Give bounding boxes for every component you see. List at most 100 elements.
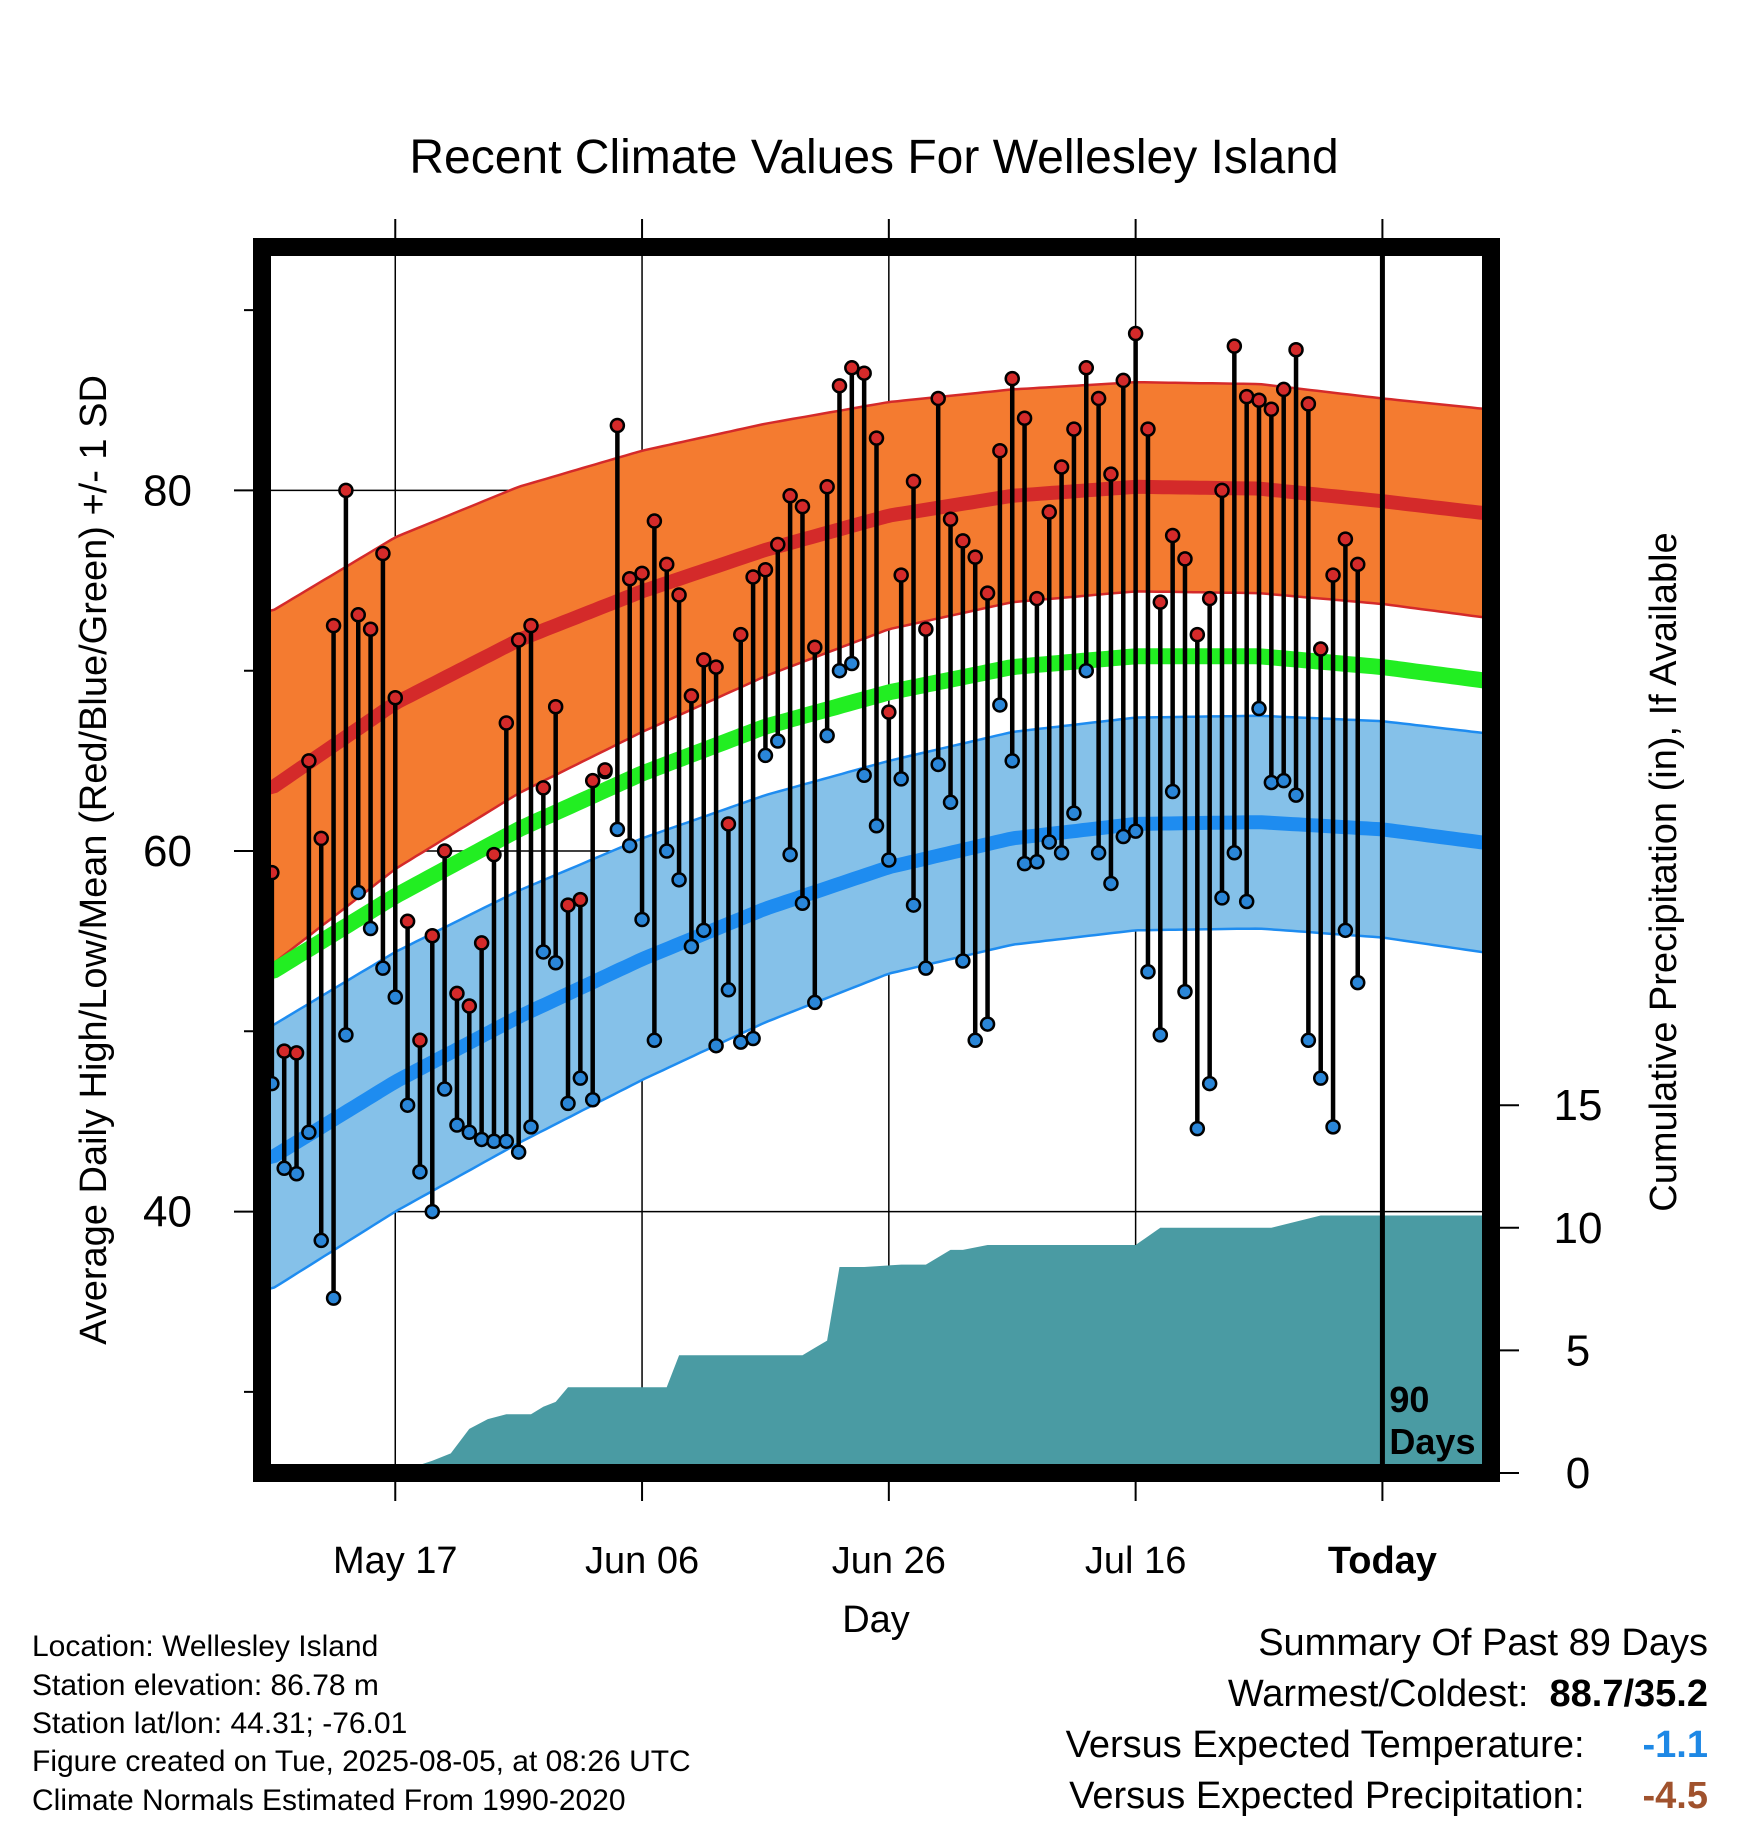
daily-low-point bbox=[658, 843, 675, 859]
daily-range-sticks-layer bbox=[269, 333, 1360, 1299]
daily-low-point bbox=[1152, 1027, 1169, 1043]
daily-high-point bbox=[634, 565, 650, 582]
daily-high-point bbox=[967, 549, 983, 565]
daily-high-point bbox=[683, 688, 700, 704]
daily-low-point bbox=[547, 955, 564, 971]
daily-low-point bbox=[1053, 845, 1070, 861]
daily-low-point bbox=[646, 1032, 663, 1049]
y-tick-label: 60 bbox=[143, 827, 192, 876]
daily-high-point bbox=[510, 632, 527, 648]
daily-low-point bbox=[338, 1027, 354, 1043]
y2-axis-label: Cumulative Precipitation (in), If Availa… bbox=[1643, 532, 1685, 1211]
daily-low-point bbox=[1214, 890, 1230, 906]
daily-low-point bbox=[288, 1165, 305, 1182]
y2-tick-label: 0 bbox=[1566, 1449, 1590, 1498]
daily-high-point bbox=[1214, 482, 1230, 499]
daily-high-point bbox=[646, 513, 663, 529]
daily-low-point bbox=[523, 1119, 539, 1135]
daily-low-point bbox=[1029, 854, 1045, 870]
daily-low-point bbox=[412, 1164, 428, 1180]
daily-high-point bbox=[1238, 388, 1255, 405]
daily-low-point bbox=[1127, 823, 1144, 839]
daily-high-point bbox=[1140, 421, 1156, 437]
x-tick-label: Jun 06 bbox=[585, 1540, 699, 1582]
daily-low-point bbox=[992, 697, 1008, 713]
daily-low-point bbox=[486, 1133, 502, 1150]
daily-low-point bbox=[1016, 855, 1033, 872]
today-label-days-count: 90 bbox=[1389, 1379, 1429, 1420]
daily-high-point bbox=[535, 780, 552, 796]
daily-low-point bbox=[1251, 700, 1267, 717]
daily-low-point bbox=[560, 1095, 576, 1112]
x-axis-label: Day bbox=[842, 1599, 910, 1641]
daily-high-point bbox=[1275, 381, 1292, 398]
daily-low-point bbox=[683, 938, 700, 955]
daily-low-point bbox=[584, 1092, 601, 1108]
daily-high-point bbox=[424, 927, 441, 944]
axes-layer: May 17 Jun 06 Jun 26 Jul 16 Today 40 60 80 0 5 10 1… bbox=[143, 219, 1602, 1582]
daily-high-point bbox=[807, 639, 823, 656]
daily-high-point bbox=[1041, 504, 1058, 520]
daily-high-point bbox=[1090, 390, 1107, 407]
footer-latlon: Station lat/lon: 44.31; -76.01 bbox=[32, 1707, 408, 1740]
daily-low-point bbox=[1288, 787, 1304, 803]
x-tick-label: May 17 bbox=[333, 1540, 458, 1582]
daily-high-point bbox=[621, 570, 638, 587]
daily-low-point bbox=[461, 1124, 478, 1140]
summary-warm-cold-label: Warmest/Coldest: bbox=[1227, 1673, 1529, 1715]
daily-high-point bbox=[375, 545, 391, 562]
y-tick-label: 80 bbox=[143, 466, 192, 515]
daily-low-point bbox=[498, 1133, 515, 1150]
daily-low-point bbox=[387, 989, 404, 1005]
summary-heading: Summary Of Past 89 Days bbox=[1258, 1622, 1708, 1664]
daily-low-point bbox=[1325, 1119, 1341, 1135]
daily-low-point bbox=[1004, 753, 1020, 769]
chart-title: Recent Climate Values For Wellesley Isla… bbox=[409, 131, 1338, 184]
daily-high-point bbox=[695, 652, 712, 668]
daily-low-point bbox=[1103, 875, 1119, 892]
daily-low-point bbox=[893, 771, 909, 787]
daily-low-point bbox=[1140, 964, 1156, 980]
daily-low-point bbox=[844, 655, 860, 672]
y2-tick-label: 10 bbox=[1554, 1204, 1603, 1253]
daily-low-point bbox=[1041, 834, 1058, 850]
daily-high-point bbox=[338, 482, 354, 499]
summary-warm-cold: Warmest/Coldest: 88.7/35.2 bbox=[1228, 1673, 1708, 1716]
daily-low-point bbox=[1115, 828, 1132, 845]
daily-high-point bbox=[1226, 338, 1243, 354]
daily-high-point bbox=[1004, 370, 1020, 387]
daily-high-point bbox=[473, 935, 490, 951]
daily-high-point bbox=[288, 1045, 305, 1061]
daily-low-point bbox=[831, 662, 848, 679]
daily-low-point bbox=[733, 1034, 749, 1050]
daily-low-point bbox=[473, 1131, 490, 1148]
daily-high-point bbox=[276, 1043, 292, 1059]
normal-low-line bbox=[262, 815, 1491, 1165]
daily-low-point bbox=[807, 994, 823, 1011]
y-axis-label: Average Daily High/Low/Mean (Red/Blue/Gr… bbox=[73, 375, 115, 1345]
daily-high-point bbox=[1127, 325, 1144, 342]
daily-low-point bbox=[325, 1290, 342, 1306]
daily-low-point bbox=[350, 884, 366, 901]
daily-low-point bbox=[671, 872, 687, 888]
daily-high-point bbox=[658, 556, 675, 573]
daily-high-point bbox=[1288, 342, 1304, 358]
daily-high-point bbox=[671, 587, 687, 603]
daily-high-point bbox=[770, 536, 786, 553]
daily-high-point bbox=[708, 659, 724, 675]
daily-low-point bbox=[313, 1232, 329, 1249]
daily-high-point bbox=[1078, 360, 1095, 376]
daily-low-point bbox=[609, 821, 626, 838]
daily-high-point bbox=[844, 360, 860, 376]
daily-high-point bbox=[1053, 459, 1070, 475]
daily-low-point bbox=[375, 960, 391, 976]
cumulative-precipitation-area bbox=[262, 1215, 1491, 1473]
daily-low-point bbox=[362, 920, 379, 937]
daily-high-point bbox=[547, 699, 564, 715]
daily-low-point bbox=[1189, 1120, 1206, 1137]
daily-low-point bbox=[695, 922, 712, 939]
footer-normals: Climate Normals Estimated From 1990-2020 bbox=[32, 1784, 626, 1817]
daily-high-point bbox=[905, 473, 922, 490]
daily-high-point bbox=[1263, 401, 1280, 418]
